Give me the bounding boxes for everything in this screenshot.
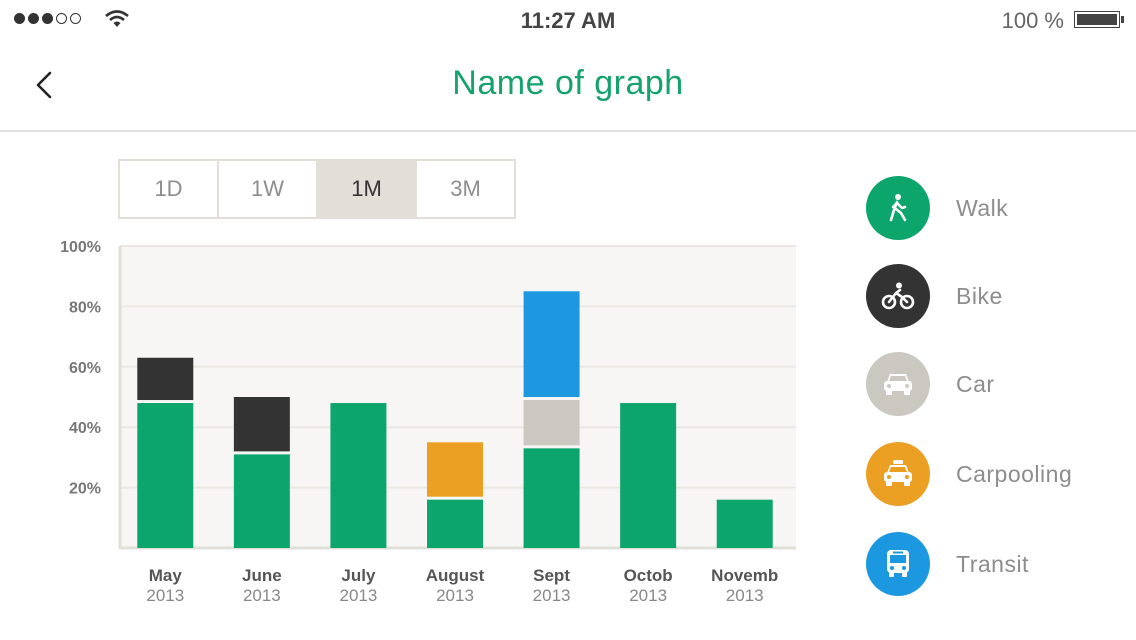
x-tick-year: 2013 <box>629 586 667 605</box>
bar-walk <box>716 499 773 548</box>
legend-label: Carpooling <box>956 460 1073 487</box>
range-option-3m[interactable]: 3M <box>417 161 514 217</box>
legend-label: Car <box>956 370 995 397</box>
y-tick-label: 40% <box>69 420 101 437</box>
signal-dot <box>56 13 67 24</box>
carpooling-icon <box>866 442 930 506</box>
y-tick-label: 100% <box>60 239 101 256</box>
legend-item-transit[interactable]: Transit <box>866 532 1029 596</box>
legend-item-car[interactable]: Car <box>866 352 995 416</box>
page-title: Name of graph <box>452 64 684 102</box>
signal-dot <box>28 13 39 24</box>
x-tick-month: May <box>149 566 183 585</box>
y-tick-label: 60% <box>69 360 101 377</box>
y-tick-label: 20% <box>69 481 101 498</box>
back-chevron-icon[interactable] <box>30 68 60 102</box>
walk-icon <box>866 176 930 240</box>
legend-item-carpooling[interactable]: Carpooling <box>866 442 1072 506</box>
status-time: 11:27 AM <box>520 8 616 33</box>
wifi-icon <box>105 10 129 27</box>
bar-bike <box>137 357 194 401</box>
status-bar: 11:27 AM 100 % <box>0 0 1136 40</box>
x-tick-year: 2013 <box>533 586 571 605</box>
x-tick-year: 2013 <box>146 586 184 605</box>
x-tick-month: June <box>242 566 282 585</box>
x-tick-month: Sept <box>533 566 570 585</box>
bar-walk <box>620 403 677 548</box>
signal-dot <box>70 13 81 24</box>
x-tick-month: July <box>341 566 376 585</box>
legend-item-bike[interactable]: Bike <box>866 264 1003 328</box>
x-tick-month: August <box>426 566 485 585</box>
legend-label: Walk <box>956 194 1009 221</box>
battery-percentage: 100 % <box>1001 8 1064 33</box>
bike-icon <box>866 264 930 328</box>
signal-dot <box>14 13 25 24</box>
bar-bike <box>233 397 290 452</box>
x-tick-month: Octob <box>624 566 673 585</box>
signal-dot <box>42 13 53 24</box>
bar-walk <box>523 448 580 548</box>
navigation-bar: Name of graph <box>0 40 1136 132</box>
car-icon <box>866 352 930 416</box>
bar-walk <box>330 403 387 548</box>
x-tick-month: Novemb <box>711 566 778 585</box>
x-tick-year: 2013 <box>436 586 474 605</box>
bar-walk <box>137 403 194 548</box>
x-tick-year: 2013 <box>340 586 378 605</box>
bar-walk <box>427 499 483 548</box>
x-tick-year: 2013 <box>726 586 764 605</box>
range-option-1m[interactable]: 1M <box>318 161 417 217</box>
signal-strength-icon <box>14 13 81 24</box>
stacked-bar-chart: 100%80%60%40%20%May2013June2013July2013A… <box>60 239 796 605</box>
bar-car <box>523 400 580 446</box>
y-tick-label: 80% <box>69 299 101 316</box>
bar-walk <box>233 454 290 548</box>
x-tick-year: 2013 <box>243 586 281 605</box>
legend-label: Bike <box>956 282 1003 309</box>
legend-item-walk[interactable]: Walk <box>866 176 1008 240</box>
transit-icon <box>866 532 930 596</box>
legend-label: Transit <box>956 550 1029 577</box>
range-segmented-control: 1D 1W 1M 3M <box>118 159 516 219</box>
bar-transit <box>523 291 580 398</box>
range-option-1d[interactable]: 1D <box>120 161 219 217</box>
range-option-1w[interactable]: 1W <box>219 161 318 217</box>
battery-icon <box>1074 11 1124 28</box>
bar-carpooling <box>427 442 483 497</box>
plot-background <box>120 246 796 548</box>
